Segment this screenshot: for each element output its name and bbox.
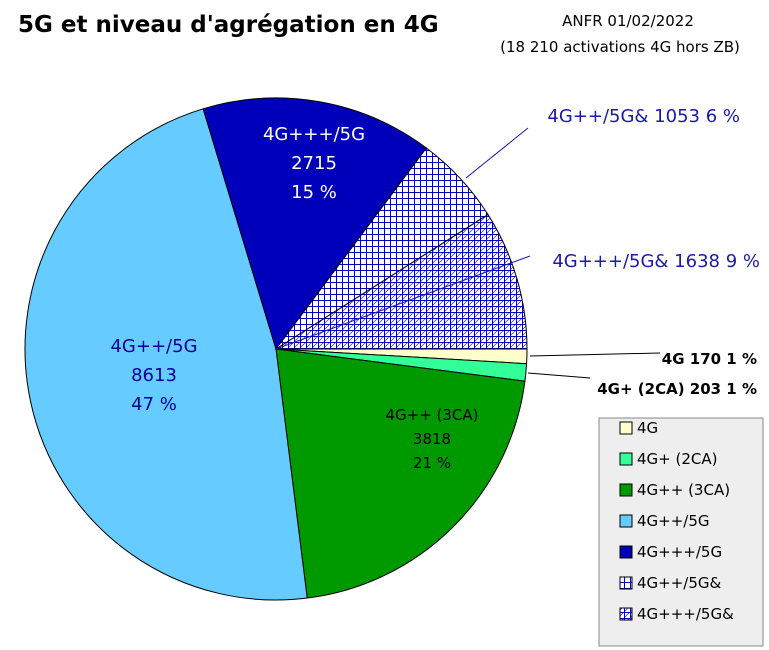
legend-swatch-4g-5g (619, 545, 633, 559)
slice-label-4g-5g-line2: 8613 (131, 365, 177, 386)
legend: 4G 4G+ (2CA) 4G++ (3CA) 4G++/5G 4G+++/5G 4G++… (598, 417, 764, 647)
legend-label-4g-5g: 4G+++/5G& (637, 605, 734, 623)
legend-swatch-4g-5g (619, 607, 633, 621)
slice-labels: 4G 170 1 % 4G+ (2CA) 203 1 % 4G++ (3CA) 381… (110, 106, 760, 472)
slice-label-4g-5g: 4G++/5G& 1053 6 % (547, 106, 740, 127)
legend-label-4g: 4G (637, 419, 658, 437)
pie-slice-4g-3ca (275, 348, 526, 599)
legend-swatch-4g-5g (619, 576, 633, 590)
legend-swatch-4g (619, 421, 633, 435)
slice-label-4g-2ca: 4G+ (2CA) 203 1 % (597, 380, 757, 398)
legend-label-4g-5g: 4G+++/5G (637, 543, 722, 561)
chart-source-line1: ANFR 01/02/2022 (562, 12, 694, 30)
legend-swatch-4g-3ca (619, 483, 633, 497)
chart-title: 5G et niveau d'agrégation en 4G (18, 12, 439, 38)
slice-label-4g-3ca-line3: 21 % (413, 454, 451, 472)
legend-label-4g-5g: 4G++/5G (637, 512, 710, 530)
slice-label-4g-3ca-line1: 4G++ (3CA) (385, 406, 478, 424)
legend-label-4g-2ca: 4G+ (2CA) (637, 450, 718, 468)
slice-label-4g-5g-line1: 4G+++/5G (263, 124, 365, 145)
slice-label-4g-3ca-line2: 3818 (413, 430, 451, 448)
leader-line-4g-2ca (527, 372, 591, 379)
slice-label-4g-5g-line3: 47 % (131, 394, 177, 415)
leader-line-4g (529, 352, 661, 357)
slice-label-4g: 4G 170 1 % (662, 350, 757, 368)
pie-slice-4g-5g (24, 108, 308, 601)
slice-label-4g-5g: 4G+++/5G& 1638 9 % (552, 251, 760, 272)
legend-swatch-4g-5g (619, 514, 633, 528)
leader-lines (275, 127, 661, 379)
legend-swatch-4g-2ca (619, 452, 633, 466)
pie-slice-4g-5g (274, 213, 528, 350)
legend-label-4g-3ca: 4G++ (3CA) (637, 481, 730, 499)
pie-slice-4g-5g (202, 97, 428, 351)
legend-label-4g-5g: 4G++/5G& (637, 574, 722, 592)
pie-slices (24, 97, 528, 601)
slice-label-4g-5g-line2: 2715 (291, 153, 337, 174)
leader-line-4g-5g (275, 255, 531, 350)
chart-source-line2: (18 210 activations 4G hors ZB) (500, 38, 740, 56)
leader-line-4g-5g (465, 127, 529, 179)
slice-label-4g-5g-line3: 15 % (291, 182, 337, 203)
slice-label-4g-5g-line1: 4G++/5G (110, 336, 197, 357)
